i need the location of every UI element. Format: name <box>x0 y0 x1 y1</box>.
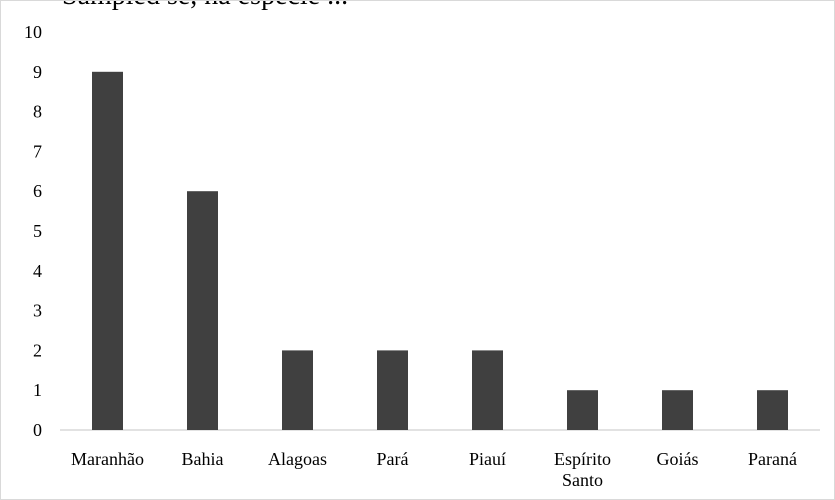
bar <box>757 390 788 430</box>
bar <box>92 71 123 431</box>
x-tick-label: Maranhão <box>71 449 144 469</box>
x-tick-label: Piauí <box>469 449 506 469</box>
x-tick-label: Alagoas <box>268 449 327 469</box>
y-tick-label: 6 <box>33 181 42 201</box>
bar <box>472 350 503 430</box>
y-axis-ticks: 0 1 2 3 4 5 6 7 8 9 10 <box>24 22 42 440</box>
y-tick-label: 8 <box>33 102 42 122</box>
bar <box>567 390 598 430</box>
y-tick-label: 3 <box>33 301 42 321</box>
y-tick-label: 10 <box>24 22 42 42</box>
y-tick-label: 2 <box>33 340 42 360</box>
chart-title: Sampled se, na especie ... <box>62 0 348 12</box>
x-tick-label: Paraná <box>748 449 797 469</box>
bar <box>662 390 693 430</box>
bar <box>282 350 313 430</box>
bars <box>92 71 788 431</box>
y-tick-label: 9 <box>33 62 42 82</box>
x-tick-label: Bahia <box>182 449 224 469</box>
y-tick-label: 0 <box>33 420 42 440</box>
x-tick-label: Espírito <box>554 449 611 469</box>
x-tick-label: Santo <box>562 470 603 490</box>
bar <box>377 350 408 430</box>
y-tick-label: 1 <box>33 380 42 400</box>
y-tick-label: 5 <box>33 221 42 241</box>
x-tick-label: Goiás <box>657 449 699 469</box>
bar <box>187 191 218 430</box>
y-tick-label: 4 <box>33 261 42 281</box>
x-tick-label: Pará <box>377 449 409 469</box>
x-axis-labels: Maranhão Bahia Alagoas Pará Piauí EspíritoSan… <box>71 449 797 490</box>
y-tick-label: 7 <box>33 141 42 161</box>
